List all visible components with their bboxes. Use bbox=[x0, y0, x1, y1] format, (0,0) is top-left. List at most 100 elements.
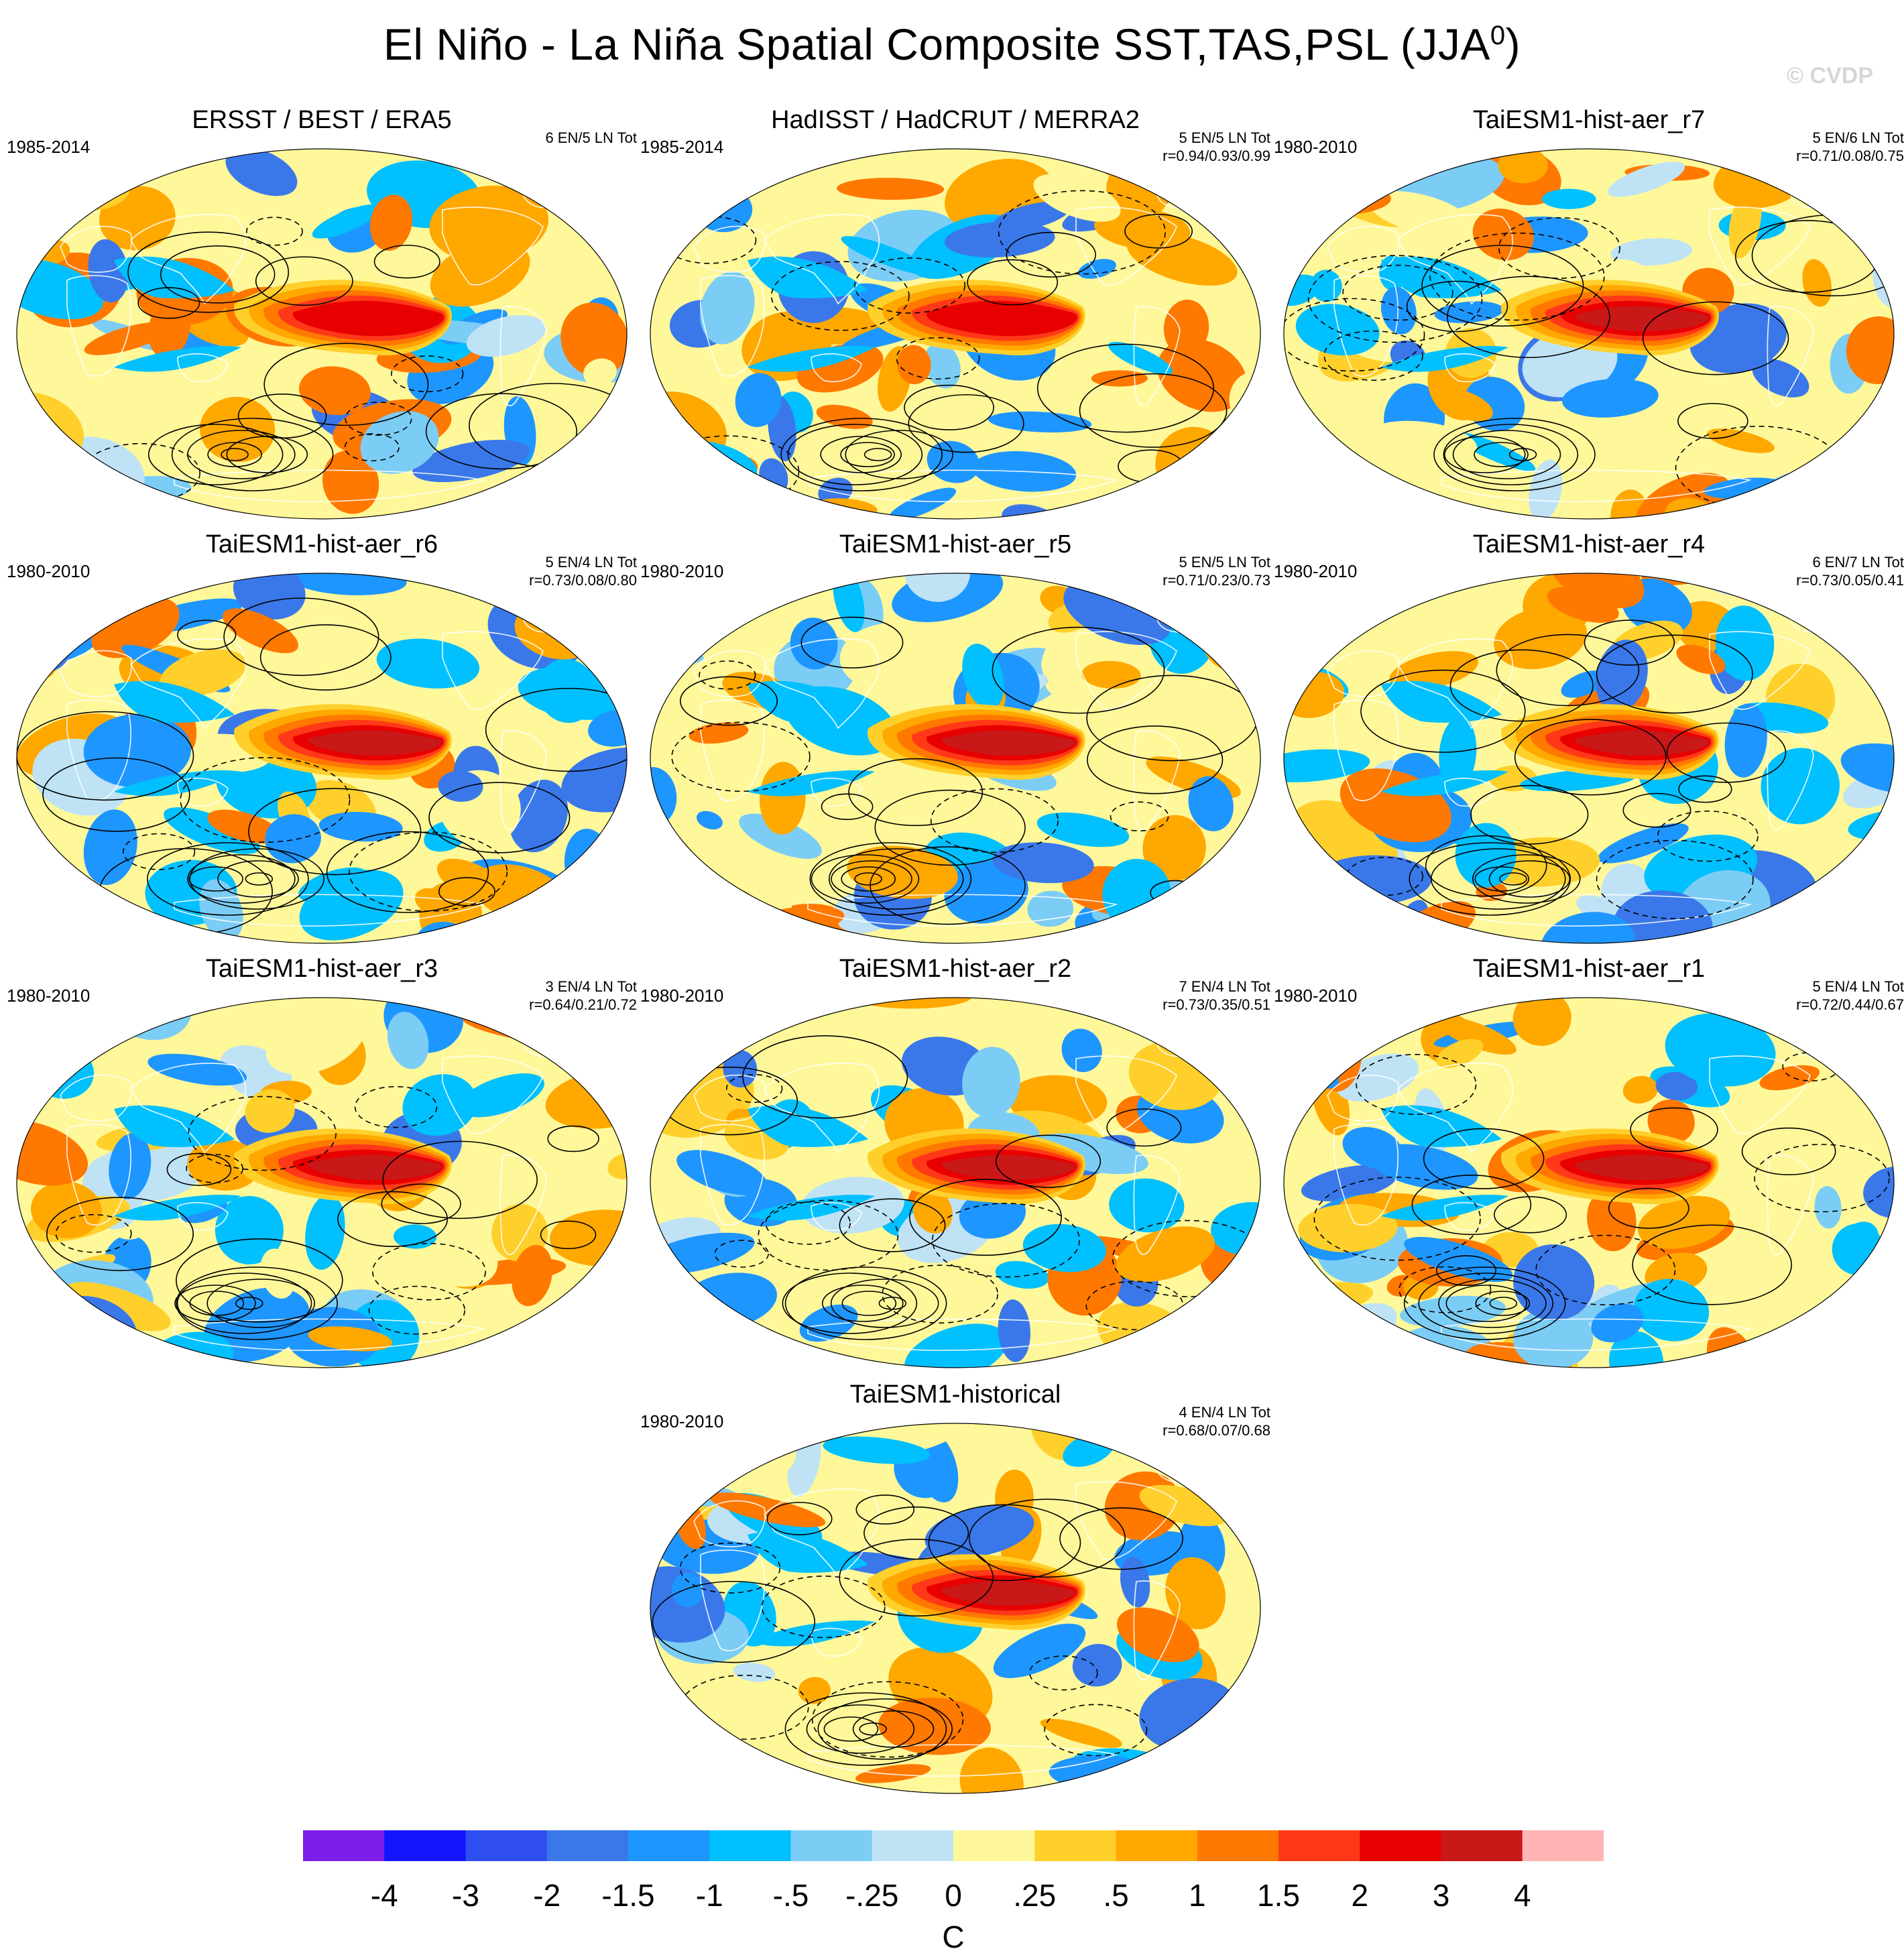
anomaly-blob bbox=[305, 1194, 345, 1270]
la-nina-cool-horseshoe bbox=[748, 680, 868, 723]
anomaly-blob bbox=[560, 302, 627, 377]
anomaly-blob bbox=[1380, 287, 1417, 335]
psl-contour bbox=[930, 788, 1059, 853]
anomaly-blob bbox=[80, 495, 136, 519]
colorbar bbox=[303, 1830, 1604, 1861]
anomaly-blob bbox=[1523, 402, 1574, 455]
anomaly-blob bbox=[1366, 420, 1478, 464]
psl-contour bbox=[998, 190, 1166, 275]
anomaly-blob bbox=[685, 589, 739, 619]
psl-contour bbox=[223, 597, 379, 676]
anomaly-blob bbox=[260, 1248, 296, 1299]
colorbar-swatch bbox=[628, 1830, 710, 1861]
anomaly-blob bbox=[925, 342, 961, 389]
psl-contour bbox=[368, 1285, 466, 1335]
map-panel: TaiESM1-hist-aer_r6 1980-2010 5 EN/4 LN … bbox=[7, 530, 637, 949]
anomaly-blob bbox=[1040, 1718, 1122, 1749]
map-border bbox=[1283, 573, 1895, 944]
anomaly-blob bbox=[912, 1189, 953, 1234]
anomaly-blob bbox=[83, 713, 191, 788]
psl-contour bbox=[809, 842, 972, 916]
psl-contour bbox=[1449, 649, 1594, 722]
psl-contour bbox=[1036, 343, 1215, 433]
psl-contour bbox=[177, 619, 237, 650]
psl-contour bbox=[800, 616, 904, 669]
anomaly-blob bbox=[962, 644, 1004, 709]
psl-contour bbox=[811, 1681, 964, 1758]
panel-title: TaiESM1-hist-aer_r6 bbox=[205, 530, 438, 558]
anomaly-blob bbox=[1108, 341, 1173, 375]
psl-contour bbox=[1445, 1285, 1528, 1322]
anomaly-blob bbox=[1512, 1307, 1594, 1368]
colorbar-tick-label: 2 bbox=[1351, 1878, 1369, 1913]
anomaly-blob bbox=[1368, 191, 1472, 236]
anomaly-blob bbox=[1541, 912, 1635, 943]
coastline bbox=[1075, 1055, 1177, 1134]
psl-contour bbox=[174, 1285, 256, 1322]
anomaly-blob bbox=[1399, 1295, 1506, 1327]
psl-contour bbox=[841, 1291, 897, 1316]
anomaly-blob bbox=[31, 1181, 102, 1238]
anomaly-blob bbox=[376, 638, 480, 689]
anomaly-blob bbox=[799, 1304, 858, 1342]
psl-contour bbox=[1488, 860, 1571, 898]
psl-contour bbox=[817, 1698, 953, 1760]
psl-contour bbox=[841, 866, 896, 892]
psl-contour bbox=[969, 1498, 1126, 1578]
anomaly-blob bbox=[1284, 170, 1350, 218]
psl-contour bbox=[1584, 619, 1675, 666]
psl-contour bbox=[381, 1183, 461, 1224]
coastline bbox=[1767, 1154, 1814, 1255]
map-svg bbox=[650, 997, 1261, 1368]
anomaly-blob bbox=[816, 404, 873, 429]
coastline bbox=[763, 214, 880, 305]
coastline bbox=[1444, 778, 1496, 807]
anomaly-blob bbox=[790, 617, 838, 670]
map-svg bbox=[1283, 997, 1895, 1368]
anomaly-blob bbox=[1610, 238, 1693, 266]
coastline bbox=[693, 650, 766, 697]
panel-info: 5 EN/5 LN Tot r=0.94/0.93/0.99 bbox=[1163, 129, 1270, 164]
anomaly-blob bbox=[944, 221, 1055, 258]
psl-contour bbox=[255, 256, 353, 306]
psl-contour bbox=[337, 1191, 449, 1247]
psl-contour bbox=[1741, 1127, 1836, 1175]
anomaly-blob bbox=[1655, 1071, 1698, 1101]
enso-warm-tongue bbox=[308, 1154, 442, 1181]
enso-warm-tongue bbox=[941, 1580, 1075, 1606]
enso-warm-tongue bbox=[941, 730, 1075, 756]
coastline bbox=[700, 1549, 765, 1651]
coastline bbox=[1444, 1202, 1496, 1231]
psl-contour bbox=[1342, 264, 1453, 321]
panel-years: 1985-2014 bbox=[640, 137, 724, 157]
psl-contour bbox=[1323, 330, 1423, 381]
psl-contour bbox=[55, 1213, 132, 1253]
coastline bbox=[693, 1074, 766, 1122]
map-border bbox=[16, 148, 628, 520]
anomaly-blob bbox=[160, 649, 247, 697]
coastline bbox=[60, 1074, 132, 1122]
panel-title: TaiESM1-historical bbox=[849, 1380, 1061, 1409]
psl-contour bbox=[382, 1140, 538, 1220]
anomaly-blob bbox=[466, 315, 546, 357]
psl-contour bbox=[820, 436, 902, 473]
anomaly-blob bbox=[1045, 680, 1152, 727]
map-border bbox=[1283, 148, 1895, 520]
coastline bbox=[499, 1154, 547, 1255]
psl-contour bbox=[652, 1580, 816, 1663]
psl-contour bbox=[1608, 1187, 1689, 1229]
anomaly-blob bbox=[308, 1326, 392, 1352]
coastline bbox=[1709, 631, 1811, 710]
anomaly-blob bbox=[509, 780, 569, 853]
map-border bbox=[650, 1423, 1261, 1794]
anomaly-blob bbox=[1752, 358, 1809, 398]
coastline bbox=[1396, 1063, 1513, 1154]
anomaly-blob bbox=[429, 185, 549, 262]
psl-contour bbox=[931, 1203, 1081, 1278]
colorbar-swatch bbox=[384, 1830, 466, 1861]
map-svg bbox=[16, 997, 628, 1368]
colorbar-tick-label: .25 bbox=[1013, 1878, 1057, 1913]
anomaly-blob bbox=[28, 1354, 80, 1368]
anomaly-blob bbox=[696, 811, 723, 830]
anomaly-blob bbox=[1775, 911, 1831, 936]
